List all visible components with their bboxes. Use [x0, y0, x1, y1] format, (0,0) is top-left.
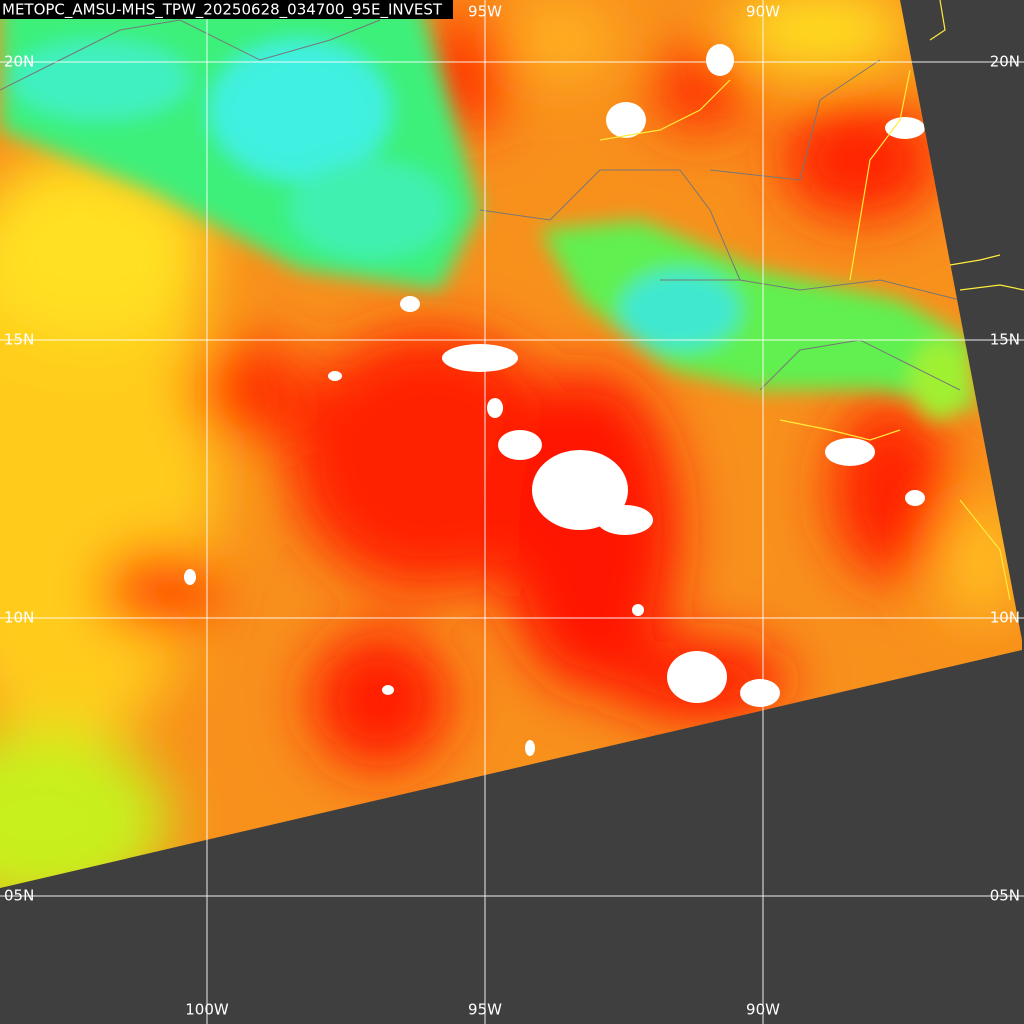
- lat-label: 05N: [990, 887, 1020, 905]
- lon-label: 100W: [185, 1001, 229, 1019]
- image-title: METOPC_AMSU-MHS_TPW_20250628_034700_95E_…: [2, 1, 443, 20]
- lon-label: 90W: [746, 1001, 780, 1019]
- moisture-field: [0, 0, 1020, 888]
- missing-data: [184, 44, 925, 756]
- moist-band: [0, 0, 975, 420]
- borders: [0, 19, 961, 391]
- lat-label: 20N: [990, 53, 1020, 71]
- lat-label: 15N: [4, 331, 34, 349]
- lat-label: 10N: [990, 609, 1020, 627]
- lon-label: 90W: [746, 3, 780, 21]
- lat-label: 10N: [4, 609, 34, 627]
- lon-label: 95W: [468, 1001, 502, 1019]
- lat-label: 20N: [4, 53, 34, 71]
- coastline: [599, 69, 1011, 601]
- title-background: [0, 0, 453, 19]
- lat-label: 15N: [990, 331, 1020, 349]
- lat-label: 05N: [4, 887, 34, 905]
- lon-label: 95W: [468, 3, 502, 21]
- coastline-outside: [929, 0, 1024, 291]
